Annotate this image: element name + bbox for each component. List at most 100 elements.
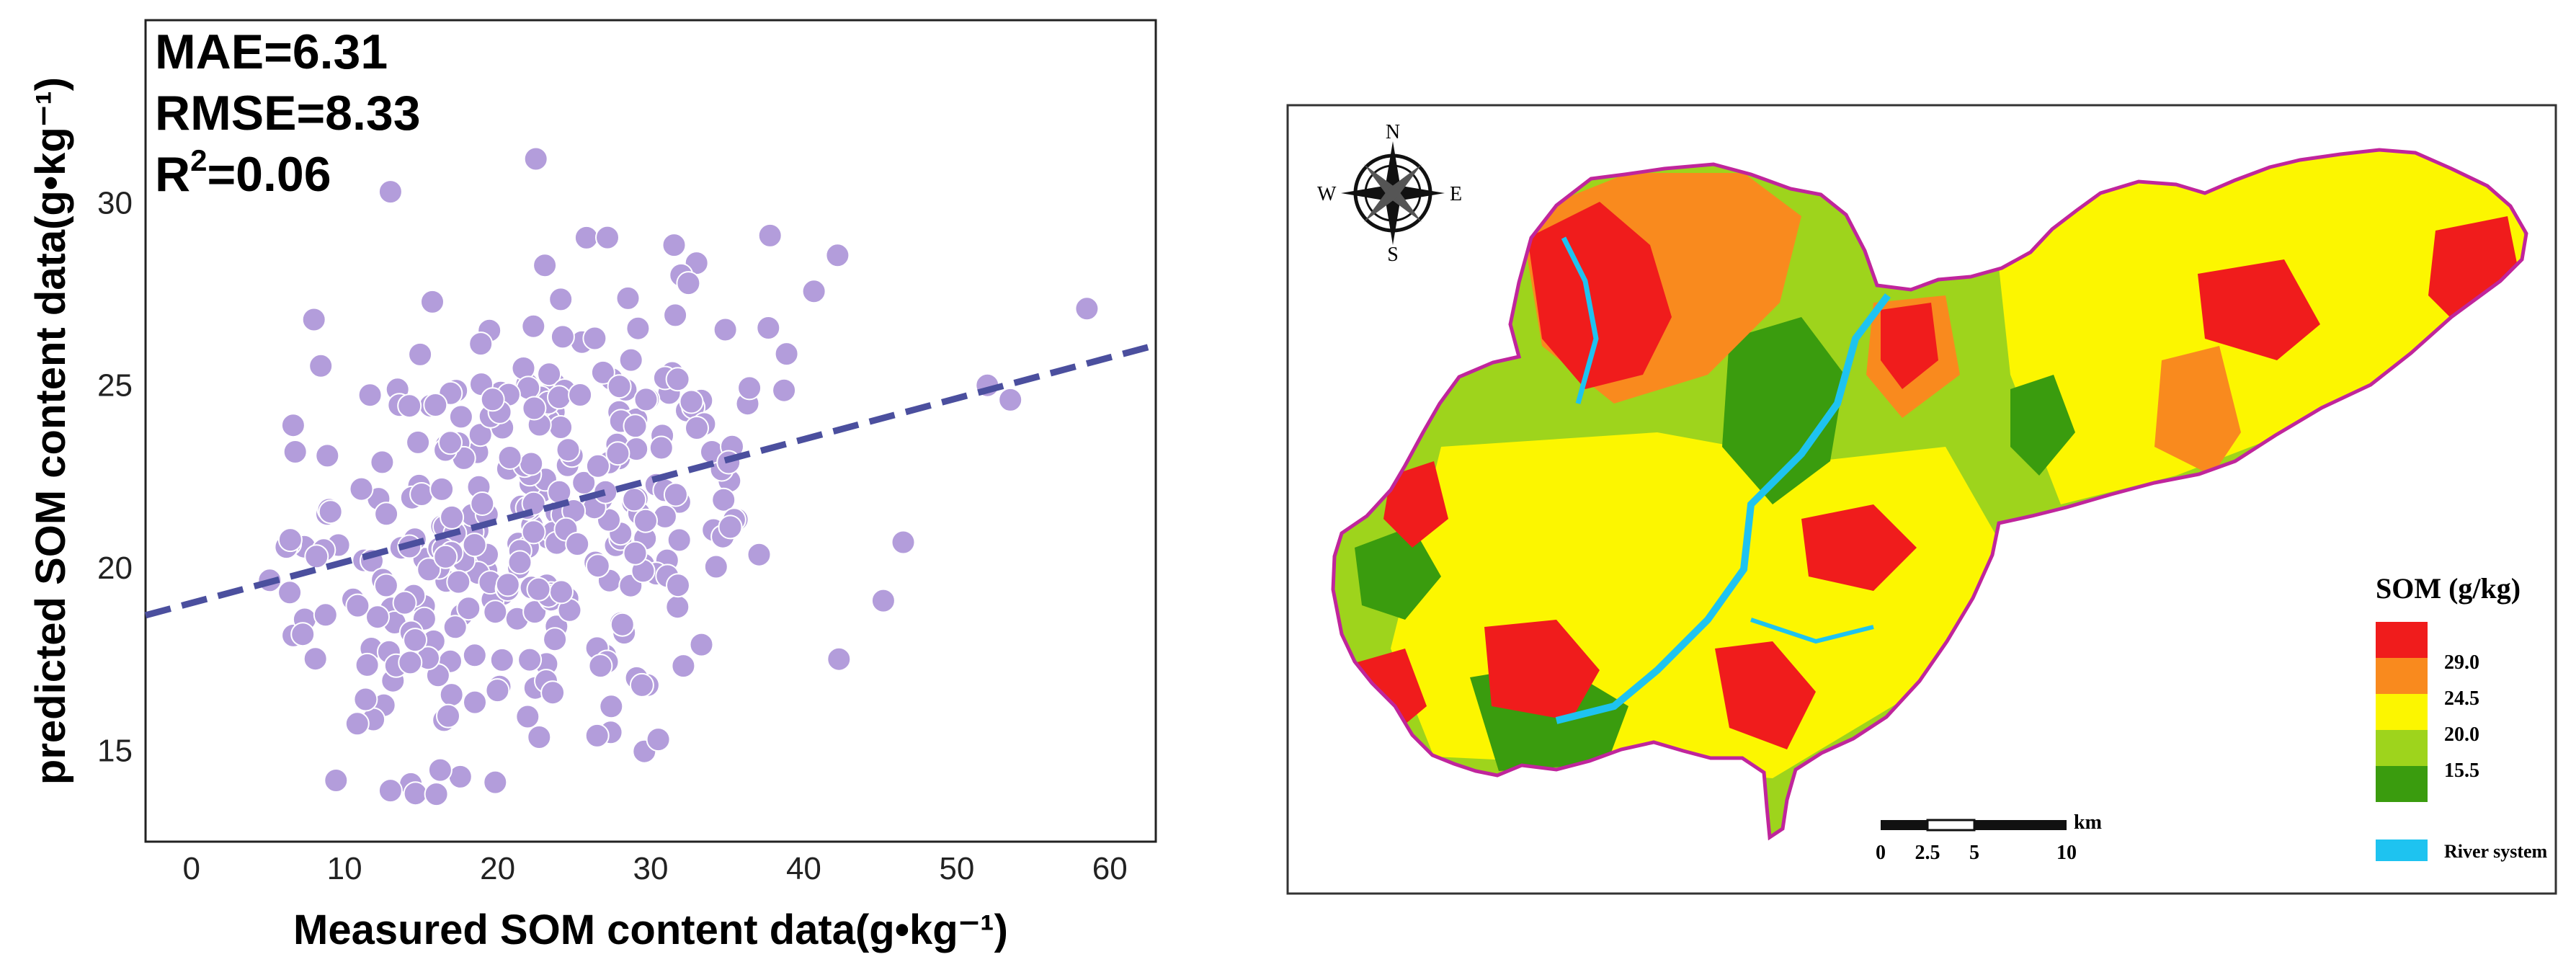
scatter-point: [757, 223, 783, 248]
zone-red-southcentral: [1801, 504, 1917, 591]
x-tick-label: 0: [182, 851, 200, 886]
scatter-point: [462, 533, 487, 558]
y-axis-label: predicted SOM content data(g•kg⁻¹): [27, 77, 74, 785]
scale-segment-2: [1926, 819, 1976, 832]
scatter-point: [595, 225, 620, 250]
scatter-point: [629, 672, 654, 698]
scatter-point: [370, 450, 395, 475]
compass-needle-diagonal-b: [1364, 164, 1422, 222]
scatter-plot: 0 10 20 30 40 50 60 15 20 25 30 MAE=6.31 RMSE=8.3…: [27, 19, 1157, 953]
zone-darkgreen-west: [1355, 526, 1441, 620]
y-tick-label: 25: [97, 368, 133, 404]
scale-segment-3: [1974, 820, 2067, 830]
scatter-point: [448, 404, 473, 429]
scatter-point: [568, 383, 593, 407]
scatter-point: [537, 362, 562, 387]
zone-red-southwest: [1484, 620, 1600, 721]
x-tick-label: 10: [327, 851, 362, 886]
scatter-point: [483, 770, 508, 795]
scatter-point: [282, 440, 308, 464]
scatter-point: [891, 530, 916, 555]
river-north: [1561, 236, 1599, 404]
scatter-point: [442, 615, 468, 640]
legend-swatch-yellow: [2376, 694, 2428, 730]
scatter-point: [801, 279, 826, 304]
scatter-point: [550, 324, 575, 349]
scatter-point: [565, 532, 590, 556]
scatter-point: [588, 654, 613, 679]
legend-break-3: 20.0: [2444, 723, 2479, 746]
compass-e: E: [1450, 183, 1462, 205]
r2-value: =0.06: [207, 147, 331, 202]
legend-swatch-red: [2376, 622, 2428, 658]
scatter-point: [456, 596, 481, 621]
x-tick-label: 30: [633, 851, 669, 886]
scatter-point: [689, 632, 714, 657]
scatter-point: [463, 690, 487, 715]
scatter-point: [345, 593, 370, 618]
scatter-point: [661, 233, 687, 258]
scatter-point: [590, 360, 615, 385]
scatter-point: [424, 782, 449, 807]
scatter-point: [625, 316, 651, 341]
scatter-point: [280, 413, 306, 438]
scatter-point: [679, 389, 704, 414]
scatter-point: [489, 647, 514, 672]
legend-swatch-orange: [2376, 658, 2428, 694]
scatter-point: [737, 375, 762, 401]
scatter-point: [556, 437, 581, 463]
scatter-point: [540, 680, 566, 705]
scatter-point: [313, 602, 338, 628]
scatter-point: [703, 554, 728, 579]
scatter-point: [277, 527, 303, 553]
regression-line: [144, 342, 1157, 619]
scatter-point: [527, 725, 552, 749]
legend-swatch-darkgreen: [2376, 766, 2428, 802]
scatter-point: [416, 557, 442, 582]
zone-red-central: [1881, 303, 1938, 389]
scatter-point: [615, 285, 641, 311]
scale-tick-3: 10: [2056, 842, 2077, 864]
compass-w: W: [1317, 183, 1337, 205]
scatter-point: [304, 544, 329, 569]
scatter-point: [521, 520, 546, 545]
r2-prefix: R: [155, 147, 190, 202]
y-tick-label: 15: [97, 733, 133, 768]
scatter-point: [667, 527, 692, 553]
scatter-point: [666, 573, 690, 598]
scale-segment-1: [1881, 820, 1927, 830]
scatter-point: [353, 687, 378, 712]
compass-rose: N S E W: [1317, 121, 1462, 266]
legend-river-swatch: [2376, 839, 2428, 861]
mae-label: MAE=6.31: [155, 25, 388, 79]
scatter-point: [308, 353, 334, 378]
scatter-point: [772, 378, 797, 403]
scatter-point: [480, 387, 505, 412]
zone-darkgreen-central: [1722, 317, 1845, 504]
scatter-point: [318, 499, 343, 525]
scatter-point: [440, 504, 465, 530]
region-outline: [1331, 148, 2528, 841]
x-tick-label: 50: [939, 851, 974, 886]
scatter-point: [649, 435, 674, 460]
scatter-point: [373, 573, 398, 598]
scatter-point: [497, 445, 522, 470]
scatter-point: [515, 704, 540, 729]
scatter-point: [825, 243, 850, 268]
x-axis-label: Measured SOM content data(g•kg⁻¹): [293, 907, 1008, 953]
scatter-point: [427, 757, 453, 783]
scatter-point: [365, 605, 390, 630]
scatter-point: [756, 316, 781, 340]
scatter-point: [507, 550, 532, 575]
zone-red-westmid: [1383, 461, 1448, 548]
scatter-point: [357, 383, 383, 408]
scale-bar: km 0 2.5 5 10: [1876, 811, 2102, 864]
scatter-point: [344, 711, 370, 736]
rmse-label: RMSE=8.33: [155, 86, 421, 141]
legend-break-2: 24.5: [2444, 687, 2479, 710]
scatter-point: [584, 723, 610, 748]
scatter-point: [392, 590, 417, 615]
scatter-point: [548, 287, 574, 312]
scatter-point: [378, 778, 403, 803]
scatter-point: [433, 544, 458, 569]
